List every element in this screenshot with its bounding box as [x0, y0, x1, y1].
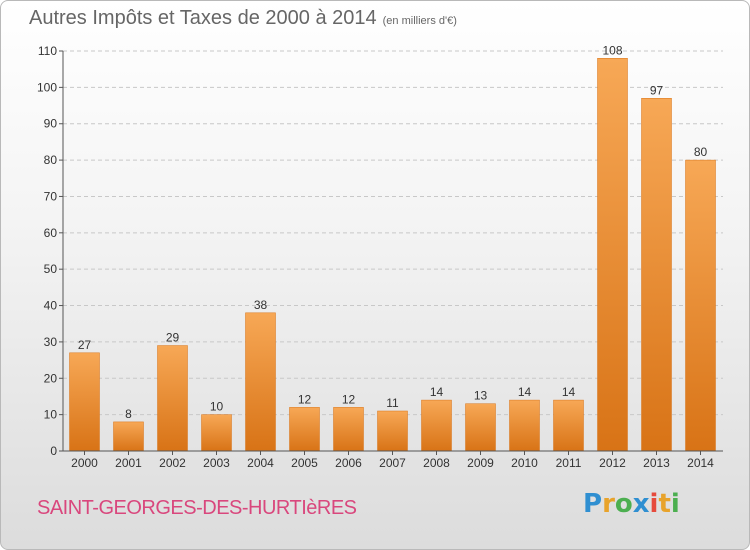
data-label-2003: 10 [210, 400, 224, 414]
data-label-2001: 8 [125, 407, 132, 421]
y-tick-label: 80 [44, 153, 58, 167]
y-tick-label: 100 [37, 80, 57, 94]
data-label-2005: 12 [298, 392, 312, 406]
y-tick-label: 10 [44, 408, 58, 422]
logo-letter: x [632, 489, 650, 519]
bar-2003 [201, 414, 232, 452]
x-tick-label-2005: 2005 [291, 456, 318, 470]
data-label-2010: 14 [518, 385, 532, 399]
data-label-2009: 13 [474, 389, 488, 403]
data-label-2012: 108 [602, 43, 622, 57]
bar-2009 [465, 403, 496, 452]
chart-title: Autres Impôts et Taxes de 2000 à 2014 (en… [29, 7, 457, 30]
x-tick-label-2012: 2012 [599, 456, 626, 470]
x-tick-label-2014: 2014 [687, 456, 714, 470]
x-tick-label-2011: 2011 [556, 456, 582, 470]
data-label-2008: 14 [430, 385, 444, 399]
x-tick-label-2007: 2007 [379, 456, 406, 470]
bar-2005 [289, 407, 320, 452]
logo-letter: o [614, 489, 633, 519]
x-tick-label-2001: 2001 [115, 456, 142, 470]
data-label-2013: 97 [650, 83, 664, 97]
y-tick-label: 110 [38, 44, 57, 58]
proxiti-logo: Proxiti [583, 489, 680, 519]
x-tick-label-2004: 2004 [247, 456, 274, 470]
y-tick-label: 90 [44, 117, 58, 131]
data-label-2007: 11 [386, 396, 399, 410]
bar-2007 [377, 410, 408, 452]
data-label-2011: 14 [562, 385, 576, 399]
y-tick-label: 40 [44, 299, 58, 313]
data-label-2006: 12 [342, 392, 356, 406]
bar-2004 [245, 312, 276, 452]
x-tick-label-2010: 2010 [511, 456, 538, 470]
bar-2000 [69, 352, 100, 452]
data-label-2014: 80 [694, 145, 708, 159]
data-label-2004: 38 [254, 298, 268, 312]
x-tick-label-2009: 2009 [467, 456, 494, 470]
x-tick-label-2008: 2008 [423, 456, 450, 470]
logo-letter: r [602, 489, 615, 519]
y-tick-label: 60 [44, 226, 58, 240]
y-tick-label: 30 [44, 335, 58, 349]
bar-2002 [157, 345, 188, 452]
bar-2001 [113, 421, 144, 452]
bar-2014 [685, 159, 716, 452]
axes: 0 10 20 30 40 50 60 70 80 90 100 110 2000 2001 2002 200… [37, 44, 723, 470]
bars [69, 58, 716, 452]
bar-2010 [509, 399, 540, 452]
y-tick-label: 70 [44, 189, 58, 203]
logo-letter: i [649, 489, 659, 519]
logo-letter: i [670, 489, 680, 519]
bar-2006 [333, 407, 364, 452]
x-tick-label-2013: 2013 [643, 456, 670, 470]
bar-2011 [553, 399, 584, 452]
x-tick-label-2000: 2000 [71, 456, 98, 470]
y-tick-label: 0 [50, 444, 57, 458]
logo-letter: P [583, 489, 603, 519]
x-tick-label-2003: 2003 [203, 456, 230, 470]
bar-2008 [421, 399, 452, 452]
data-labels: 27 8 29 10 38 12 12 11 14 13 14 14 108 97 80 [78, 43, 708, 421]
place-name: SAINT-GEORGES-DES-HURTIèRES [37, 497, 357, 519]
x-tick-label-2002: 2002 [159, 456, 186, 470]
y-tick-label: 50 [44, 262, 58, 276]
chart-title-text: Autres Impôts et Taxes de 2000 à 2014 [29, 7, 377, 29]
data-label-2002: 29 [166, 331, 180, 345]
y-tick-label: 20 [44, 371, 58, 385]
chart-subtitle: (en milliers d'€) [382, 15, 457, 27]
bar-2012 [597, 58, 628, 452]
x-tick-label-2006: 2006 [335, 456, 362, 470]
logo-letter: t [658, 489, 671, 519]
bar-2013 [641, 98, 672, 452]
data-label-2000: 27 [78, 338, 92, 352]
